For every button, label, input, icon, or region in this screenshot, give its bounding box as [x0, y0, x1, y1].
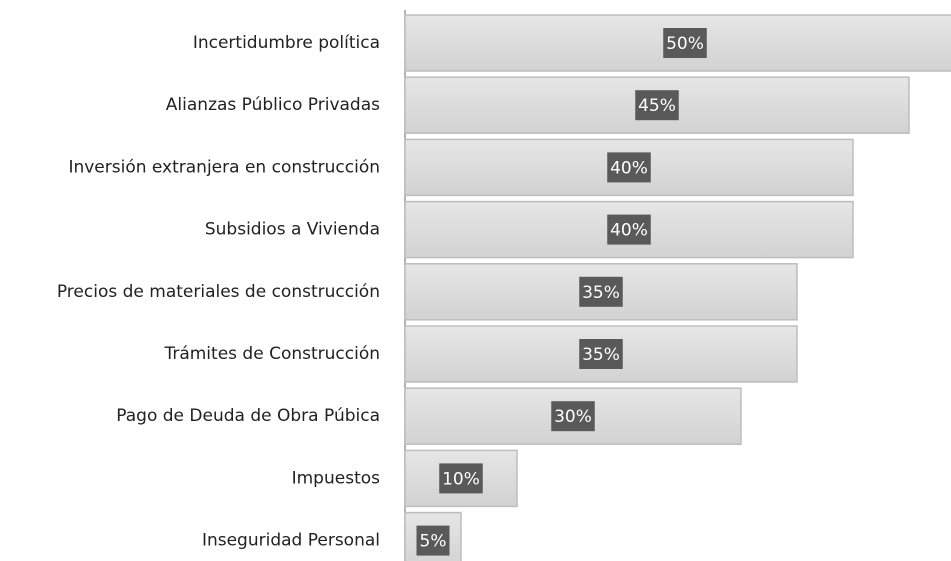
category-label: Trámites de Construcción: [163, 344, 380, 364]
category-label: Subsidios a Vivienda: [205, 220, 380, 240]
value-label: 35%: [582, 345, 620, 365]
value-label-box: [551, 401, 595, 432]
category-label: Alianzas Público Privadas: [166, 95, 380, 115]
category-label: Pago de Deuda de Obra Púbica: [116, 406, 380, 426]
value-label-box: [579, 339, 623, 369]
value-label: 40%: [610, 221, 648, 241]
category-label: Inversión extranjera en construcción: [68, 157, 380, 177]
category-label: Inseguridad Personal: [202, 531, 380, 551]
category-label: Precios de materiales de construcción: [57, 282, 380, 302]
value-label: 5%: [420, 532, 447, 552]
value-label-box: [607, 152, 651, 183]
value-label: 50%: [666, 34, 704, 54]
value-label-box: [663, 28, 707, 58]
value-label-box: [607, 214, 651, 245]
value-label: 35%: [582, 283, 620, 303]
value-label-box: [579, 276, 623, 307]
value-label-box: [635, 90, 679, 121]
category-label: Incertidumbre política: [193, 33, 380, 53]
value-label-box: [416, 525, 450, 556]
value-label: 45%: [638, 96, 676, 116]
value-label: 10%: [442, 469, 480, 489]
value-label-box: [439, 463, 483, 494]
value-label: 30%: [554, 407, 592, 427]
category-label: Impuestos: [292, 468, 381, 488]
value-label: 40%: [610, 158, 648, 178]
